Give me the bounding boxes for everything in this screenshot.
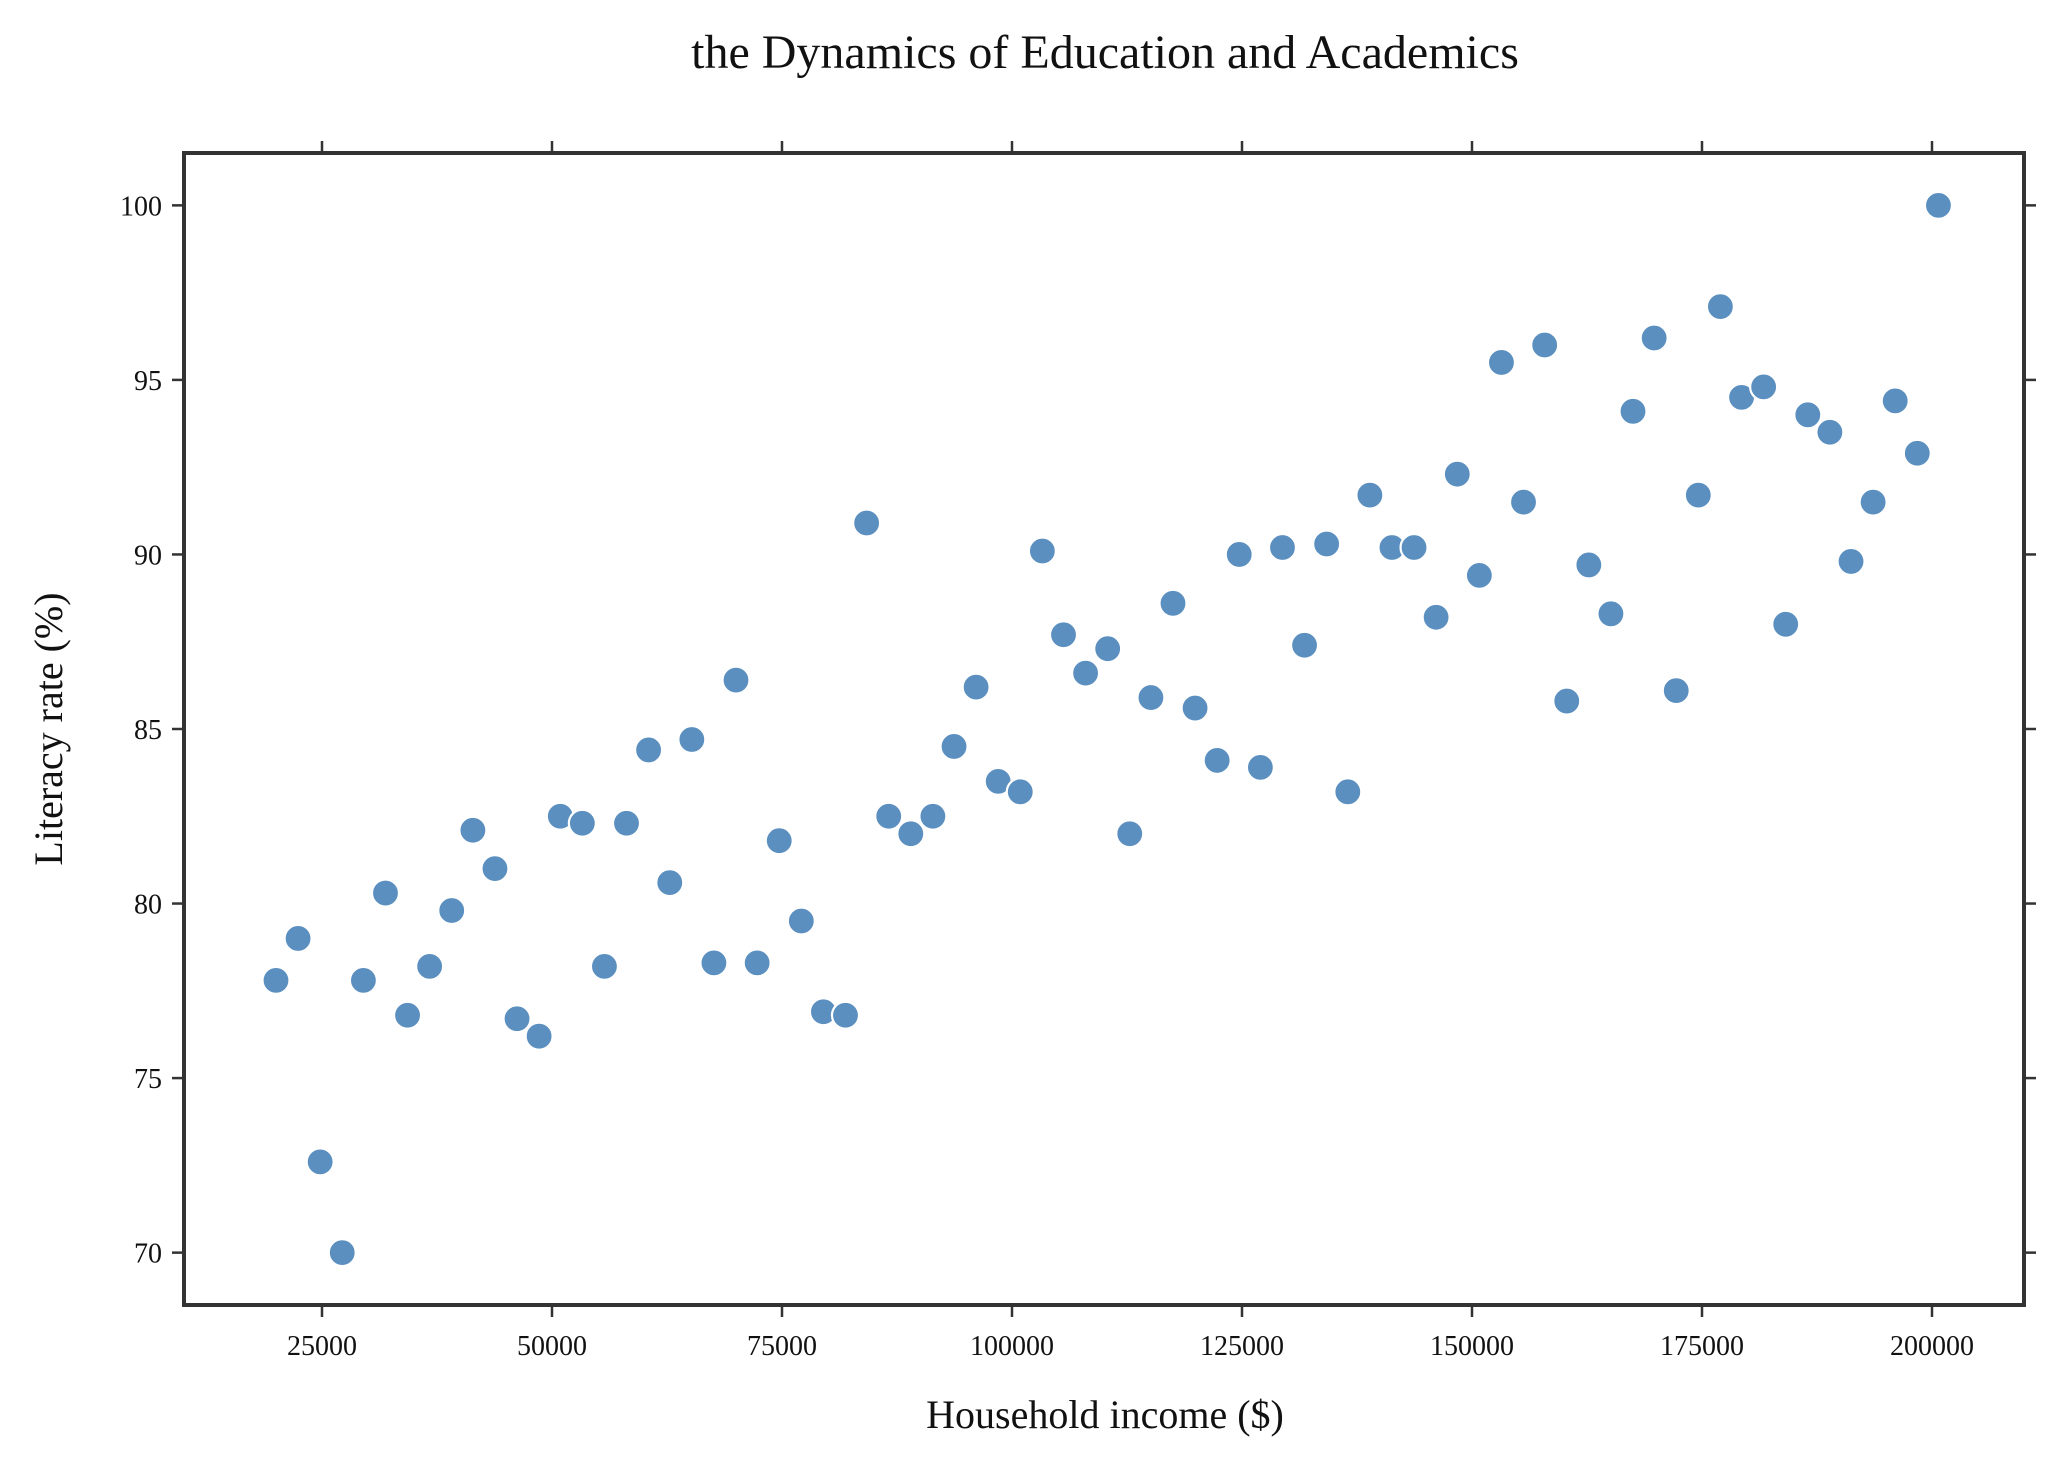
data-point xyxy=(1618,396,1648,426)
data-point xyxy=(1464,560,1494,591)
x-tick-label: 75000 xyxy=(747,1331,817,1362)
data-point xyxy=(1596,599,1626,629)
data-point xyxy=(655,867,685,898)
data-point xyxy=(1202,745,1232,776)
data-point xyxy=(699,948,729,978)
y-tick-label: 80 xyxy=(134,890,162,921)
data-point xyxy=(1180,693,1210,723)
x-tick-label: 100000 xyxy=(970,1331,1054,1362)
data-point xyxy=(458,815,488,845)
data-point xyxy=(327,1238,357,1268)
data-point xyxy=(1442,459,1472,489)
data-point xyxy=(1793,400,1823,430)
data-point xyxy=(1661,675,1691,706)
data-point xyxy=(939,731,969,762)
x-tick-label: 200000 xyxy=(1890,1331,1974,1362)
data-point xyxy=(1858,487,1888,517)
data-point xyxy=(305,1147,335,1177)
data-point xyxy=(392,1000,423,1030)
x-tick-label: 50000 xyxy=(517,1331,587,1362)
data-point xyxy=(1333,777,1363,807)
x-tick-label: 125000 xyxy=(1200,1331,1284,1362)
data-point xyxy=(480,854,510,884)
y-tick-label: 85 xyxy=(134,715,162,746)
x-axis-label: Household income ($) xyxy=(926,1392,1284,1437)
data-point xyxy=(1158,588,1188,618)
x-tick-label: 25000 xyxy=(287,1331,357,1362)
data-point xyxy=(1508,487,1539,517)
data-point xyxy=(1115,819,1145,849)
data-point xyxy=(1048,620,1079,650)
data-point xyxy=(1639,323,1669,353)
data-point xyxy=(1421,602,1451,632)
chart-title: the Dynamics of Education and Academics xyxy=(691,26,1519,79)
data-point xyxy=(1093,634,1123,664)
data-point xyxy=(1836,546,1866,577)
data-point xyxy=(633,735,664,765)
data-point xyxy=(852,508,882,538)
data-point xyxy=(1815,417,1845,447)
data-point xyxy=(1574,550,1604,580)
data-point xyxy=(874,801,904,831)
data-point xyxy=(1705,292,1736,322)
data-points xyxy=(261,190,1954,1268)
data-point xyxy=(283,923,313,954)
data-point xyxy=(1312,529,1342,559)
data-point xyxy=(1027,536,1057,566)
data-point xyxy=(1923,190,1954,220)
y-tick-label: 75 xyxy=(134,1064,162,1095)
data-point xyxy=(415,951,445,981)
data-point xyxy=(437,895,467,926)
data-point xyxy=(370,878,401,908)
data-point xyxy=(1245,752,1276,783)
data-point xyxy=(1880,386,1910,416)
data-point xyxy=(742,948,772,978)
y-tick-label: 90 xyxy=(134,540,162,571)
axis-ticks: 25000 50000 75000 100000 125000 150000 175000 2… xyxy=(120,141,2036,1362)
data-point xyxy=(961,672,991,702)
data-point xyxy=(611,808,642,838)
data-point xyxy=(1399,532,1429,563)
data-point xyxy=(1552,686,1582,716)
data-point xyxy=(1355,480,1385,510)
data-point xyxy=(589,951,620,981)
x-tick-label: 150000 xyxy=(1430,1331,1514,1362)
data-point xyxy=(1070,658,1101,688)
data-point xyxy=(1005,777,1035,807)
y-tick-label: 95 xyxy=(134,366,162,397)
data-point xyxy=(1224,539,1254,570)
y-axis-label: Literacy rate (%) xyxy=(26,592,71,865)
data-point xyxy=(764,826,794,856)
x-tick-label: 175000 xyxy=(1660,1331,1744,1362)
data-point xyxy=(348,965,378,995)
data-point xyxy=(567,808,597,838)
data-point xyxy=(502,1004,532,1034)
data-point xyxy=(1771,609,1801,639)
data-point xyxy=(677,724,707,755)
y-tick-label: 100 xyxy=(120,191,162,222)
data-point xyxy=(1902,438,1932,468)
data-point xyxy=(1749,372,1779,402)
data-point xyxy=(721,665,751,695)
y-tick-label: 70 xyxy=(134,1239,162,1270)
data-point xyxy=(1530,330,1560,360)
data-point xyxy=(1289,630,1320,660)
data-point xyxy=(524,1021,554,1051)
plot-frame xyxy=(182,151,2026,1307)
data-point xyxy=(786,906,816,936)
data-point xyxy=(1267,532,1298,563)
data-point xyxy=(1683,480,1713,510)
data-point xyxy=(1136,682,1166,713)
data-point xyxy=(1486,347,1517,378)
data-point xyxy=(896,819,926,849)
data-point xyxy=(918,801,948,831)
data-point xyxy=(830,1000,861,1030)
data-point xyxy=(261,965,291,995)
